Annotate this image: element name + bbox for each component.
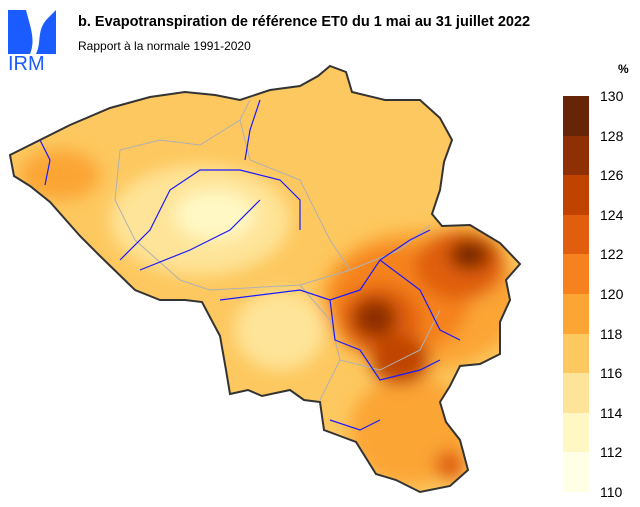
legend-swatch (563, 96, 589, 136)
zone-118-120-west (20, 150, 100, 200)
legend-swatch (563, 175, 589, 215)
legend-swatch (563, 214, 589, 255)
zone-114-116-south (235, 290, 325, 370)
legend-swatch (563, 333, 589, 374)
legend-swatch (563, 254, 589, 294)
svg-text:IRM: IRM (8, 53, 45, 72)
legend-tick-label: 128 (600, 127, 624, 144)
legend-tick-label: 116 (600, 365, 623, 382)
legend-swatch (563, 412, 589, 453)
legend-tick-label: 112 (600, 444, 623, 461)
belgium-map (9, 65, 521, 493)
map-title: b. Evapotranspiration de référence ET0 d… (78, 14, 531, 30)
legend-swatch (563, 373, 589, 413)
legend-swatch (563, 135, 589, 176)
color-legend (563, 96, 589, 492)
legend-tick-label: 126 (600, 167, 624, 184)
legend-tick-label: 120 (600, 286, 624, 302)
zone-112-114 (175, 190, 255, 240)
zone-128-130 (458, 247, 478, 263)
legend-tick-label: 118 (600, 325, 623, 342)
legend-tick-label: 114 (600, 404, 623, 421)
legend-tick-label: 110 (600, 484, 623, 500)
zone-126-128 (353, 298, 397, 338)
zone-122-124-south (435, 450, 465, 480)
legend-tick-label: 130 (600, 88, 624, 104)
irm-logo: IRM (8, 10, 56, 72)
legend-swatch (563, 293, 589, 334)
legend-swatch (563, 452, 589, 492)
legend-tick-label: 122 (600, 246, 624, 263)
map-subtitle: Rapport à la normale 1991-2020 (78, 39, 251, 53)
rivers (39, 99, 461, 431)
legend-tick-label: 124 (600, 206, 624, 223)
legend-unit: % (618, 62, 629, 76)
